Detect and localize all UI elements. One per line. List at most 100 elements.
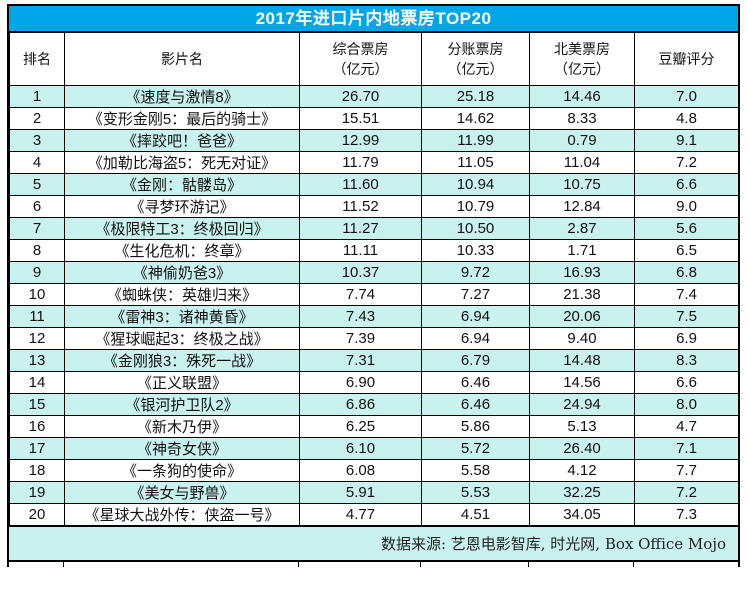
total-gross-cell: 11.79 <box>299 151 422 174</box>
table-row: 9 《神偷奶爸3》 10.37 9.72 16.93 6.8 <box>9 261 739 284</box>
douban-score-cell: 9.1 <box>634 129 739 152</box>
split-gross-cell: 7.27 <box>421 283 530 306</box>
total-gross-cell: 7.31 <box>299 349 422 372</box>
total-gross-cell: 6.90 <box>299 371 422 394</box>
na-gross-cell: 14.48 <box>529 349 635 372</box>
split-gross-cell: 5.86 <box>421 415 530 438</box>
split-gross-cell: 6.94 <box>421 327 530 350</box>
cropped-cell <box>299 562 421 567</box>
table-row: 19 《美女与野兽》 5.91 5.53 32.25 7.2 <box>9 481 739 504</box>
table-row: 20 《星球大战外传：侠盗一号》 4.77 4.51 34.05 7.3 <box>9 503 739 526</box>
table-row: 14 《正义联盟》 6.90 6.46 14.56 6.6 <box>9 371 739 394</box>
na-gross-cell: 11.04 <box>529 151 635 174</box>
douban-score-cell: 8.0 <box>634 393 739 416</box>
total-gross-cell: 6.86 <box>299 393 422 416</box>
douban-score-cell: 7.0 <box>634 85 739 108</box>
douban-score-cell: 7.5 <box>634 305 739 328</box>
cropped-cell <box>9 562 64 567</box>
na-gross-cell: 32.25 <box>529 481 635 504</box>
film-name-cell: 《正义联盟》 <box>64 371 300 394</box>
col-header-film-name: 影片名 <box>64 32 300 86</box>
film-name-cell: 《寻梦环游记》 <box>64 195 300 218</box>
split-gross-cell: 5.53 <box>421 481 530 504</box>
split-gross-cell: 10.79 <box>421 195 530 218</box>
rank-cell: 2 <box>9 107 65 130</box>
na-gross-cell: 21.38 <box>529 283 635 306</box>
split-gross-cell: 10.33 <box>421 239 530 262</box>
total-gross-cell: 11.27 <box>299 217 422 240</box>
cropped-cell <box>64 562 299 567</box>
rank-cell: 15 <box>9 393 65 416</box>
na-gross-cell: 20.06 <box>529 305 635 328</box>
na-gross-cell: 1.71 <box>529 239 635 262</box>
rank-cell: 17 <box>9 437 65 460</box>
na-gross-cell: 4.12 <box>529 459 635 482</box>
film-name-cell: 《生化危机：终章》 <box>64 239 300 262</box>
douban-score-cell: 6.6 <box>634 173 739 196</box>
rank-cell: 9 <box>9 261 65 284</box>
split-gross-cell: 6.79 <box>421 349 530 372</box>
split-gross-cell: 6.46 <box>421 393 530 416</box>
total-gross-cell: 12.99 <box>299 129 422 152</box>
na-gross-cell: 10.75 <box>529 173 635 196</box>
col-header-split-gross: 分账票房 （亿元） <box>421 32 530 86</box>
douban-score-cell: 7.2 <box>634 151 739 174</box>
split-gross-cell: 10.94 <box>421 173 530 196</box>
table-row: 7 《极限特工3：终极回归》 11.27 10.50 2.87 5.6 <box>9 217 739 240</box>
rank-cell: 7 <box>9 217 65 240</box>
data-source-note: 数据来源: 艺恩电影智库, 时光网, Box Office Mojo <box>9 526 738 562</box>
douban-score-cell: 7.4 <box>634 283 739 306</box>
table-row: 2 《变形金刚5：最后的骑士》 15.51 14.62 8.33 4.8 <box>9 107 739 130</box>
col-header-douban-score: 豆瓣评分 <box>634 32 739 86</box>
rank-cell: 19 <box>9 481 65 504</box>
na-gross-cell: 5.13 <box>529 415 635 438</box>
table-row: 13 《金刚狼3：殊死一战》 7.31 6.79 14.48 8.3 <box>9 349 739 372</box>
rank-cell: 20 <box>9 503 65 526</box>
rank-cell: 11 <box>9 305 65 328</box>
na-gross-cell: 24.94 <box>529 393 635 416</box>
box-office-table: 2017年进口片内地票房TOP20 排名 影片名 <box>7 4 740 567</box>
douban-score-cell: 7.1 <box>634 437 739 460</box>
na-gross-cell: 2.87 <box>529 217 635 240</box>
split-gross-cell: 5.58 <box>421 459 530 482</box>
na-gross-cell: 16.93 <box>529 261 635 284</box>
rank-cell: 8 <box>9 239 65 262</box>
split-gross-cell: 14.62 <box>421 107 530 130</box>
film-name-cell: 《金刚：骷髅岛》 <box>64 173 300 196</box>
na-gross-cell: 14.46 <box>529 85 635 108</box>
table-row: 11 《雷神3：诸神黄昏》 7.43 6.94 20.06 7.5 <box>9 305 739 328</box>
douban-score-cell: 6.5 <box>634 239 739 262</box>
na-gross-cell: 12.84 <box>529 195 635 218</box>
table-row: 6 《寻梦环游记》 11.52 10.79 12.84 9.0 <box>9 195 739 218</box>
douban-score-cell: 8.3 <box>634 349 739 372</box>
na-gross-cell: 0.79 <box>529 129 635 152</box>
split-gross-cell: 11.05 <box>421 151 530 174</box>
cropped-cell <box>421 562 529 567</box>
na-gross-cell: 9.40 <box>529 327 635 350</box>
total-gross-cell: 11.11 <box>299 239 422 262</box>
split-gross-cell: 4.51 <box>421 503 530 526</box>
cropped-cell <box>529 562 634 567</box>
header-row: 排名 影片名 综合票房 （亿元） 分账票房 （亿元） 北美票房 （亿元） <box>9 32 739 86</box>
total-gross-cell: 10.37 <box>299 261 422 284</box>
total-gross-cell: 7.39 <box>299 327 422 350</box>
cropped-cell <box>634 562 738 567</box>
cropped-next-row <box>9 562 738 567</box>
total-gross-cell: 26.70 <box>299 85 422 108</box>
rank-cell: 3 <box>9 129 65 152</box>
na-gross-cell: 34.05 <box>529 503 635 526</box>
film-name-cell: 《变形金刚5：最后的骑士》 <box>64 107 300 130</box>
total-gross-cell: 15.51 <box>299 107 422 130</box>
split-gross-cell: 9.72 <box>421 261 530 284</box>
split-gross-cell: 11.99 <box>421 129 530 152</box>
douban-score-cell: 9.0 <box>634 195 739 218</box>
douban-score-cell: 6.8 <box>634 261 739 284</box>
film-name-cell: 《雷神3：诸神黄昏》 <box>64 305 300 328</box>
table-row: 18 《一条狗的使命》 6.08 5.58 4.12 7.7 <box>9 459 739 482</box>
na-gross-cell: 8.33 <box>529 107 635 130</box>
table-row: 10 《蜘蛛侠：英雄归来》 7.74 7.27 21.38 7.4 <box>9 283 739 306</box>
total-gross-cell: 7.43 <box>299 305 422 328</box>
total-gross-cell: 5.91 <box>299 481 422 504</box>
table-row: 5 《金刚：骷髅岛》 11.60 10.94 10.75 6.6 <box>9 173 739 196</box>
film-name-cell: 《神奇女侠》 <box>64 437 300 460</box>
